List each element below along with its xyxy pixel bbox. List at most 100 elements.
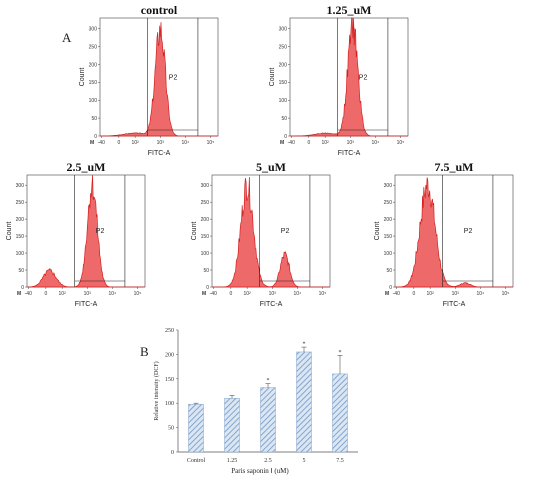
histogram-title: 2.5_uM [67, 160, 106, 174]
y-tick-label: 0 [94, 134, 97, 140]
significance-marker: * [303, 342, 306, 348]
gate-label: P2 [464, 228, 473, 235]
y-tick-label: 250 [201, 200, 210, 206]
corner-label: M [17, 291, 21, 297]
y-tick-label: 150 [384, 234, 393, 240]
y-tick-label: 0 [21, 285, 24, 291]
x-tick-label: 10³ [269, 291, 277, 297]
y-tick-label: 200 [165, 352, 174, 358]
y-tick-label: 150 [201, 234, 210, 240]
bar [260, 387, 276, 453]
y-axis-label: Count [6, 222, 13, 241]
corner-label: M [385, 291, 389, 297]
bar [296, 351, 312, 453]
x-axis-label: FITC-A [260, 301, 283, 308]
y-tick-label: 100 [201, 251, 210, 257]
y-tick-label: 100 [89, 98, 98, 104]
y-tick-label: 50 [203, 268, 209, 274]
x-tick-label: 10⁵ [134, 291, 142, 297]
y-tick-label: 150 [16, 234, 25, 240]
gate-label: P2 [169, 74, 178, 81]
x-tick-label: 10² [244, 291, 252, 297]
x-tick-label: 2.5 [264, 458, 272, 464]
x-tick-label: 10⁴ [372, 140, 380, 146]
x-tick-label: 10⁴ [294, 291, 302, 297]
y-axis-label: Count [269, 68, 276, 87]
x-tick-label: 10³ [347, 140, 355, 146]
x-axis-label: Paris saponin Ⅰ (uM) [231, 467, 289, 475]
x-tick-label: -40 [393, 291, 400, 297]
y-tick-label: 50 [386, 268, 392, 274]
histogram-title: 7.5_uM [435, 160, 474, 174]
x-tick-label: 0 [117, 140, 120, 146]
y-axis-label: Count [79, 68, 86, 87]
y-tick-label: 300 [201, 183, 210, 189]
y-tick-label: 300 [384, 183, 393, 189]
x-tick-label: 0 [229, 291, 232, 297]
x-tick-label: 10² [427, 291, 435, 297]
y-tick-label: 150 [89, 80, 98, 86]
x-tick-label: 0 [412, 291, 415, 297]
bar-chart: 0 50 100 150 200 250 Control 1.25 * 2.5 * 5 * 7.5 Pari… [153, 328, 358, 475]
bar [188, 403, 204, 453]
y-tick-label: 200 [279, 62, 288, 68]
y-tick-label: 200 [384, 217, 393, 223]
y-tick-label: 100 [16, 251, 25, 257]
y-tick-label: 200 [16, 217, 25, 223]
y-tick-label: 200 [201, 217, 210, 223]
y-tick-label: 250 [279, 44, 288, 50]
y-tick-label: 100 [165, 401, 174, 407]
x-axis-label: FITC-A [338, 150, 361, 157]
x-tick-label: 10² [132, 140, 140, 146]
bar [332, 373, 348, 453]
histogram-area [290, 17, 408, 137]
x-tick-label: -40 [210, 291, 217, 297]
y-tick-label: 300 [279, 27, 288, 33]
x-tick-label: 0 [307, 140, 310, 146]
y-tick-label: 0 [284, 134, 287, 140]
y-tick-label: 0 [171, 450, 174, 456]
y-tick-label: 200 [89, 62, 98, 68]
y-tick-label: 250 [384, 200, 393, 206]
y-tick-label: 100 [384, 251, 393, 257]
y-tick-label: 50 [18, 268, 24, 274]
x-tick-label: 10⁵ [319, 291, 327, 297]
x-tick-label: -40 [288, 140, 295, 146]
significance-marker: * [267, 378, 270, 384]
y-tick-label: 300 [89, 27, 98, 33]
x-tick-label: 10⁵ [207, 140, 215, 146]
histogram-area [212, 176, 330, 288]
histogram-area [27, 174, 145, 288]
panel-label-b: B [140, 344, 149, 359]
y-tick-label: 50 [168, 426, 174, 432]
x-axis-label: FITC-A [443, 301, 466, 308]
corner-label: M [280, 140, 284, 146]
x-axis-label: FITC-A [75, 301, 98, 308]
x-tick-label: 1.25 [227, 458, 238, 464]
gate-label: P2 [359, 74, 368, 81]
y-tick-label: 150 [165, 377, 174, 383]
x-tick-label: 10⁴ [109, 291, 117, 297]
y-tick-label: 250 [16, 200, 25, 206]
panel-label-a: A [62, 30, 72, 45]
x-tick-label: 10² [322, 140, 330, 146]
x-tick-label: -40 [98, 140, 105, 146]
x-tick-label: 10⁴ [477, 291, 485, 297]
plot-frame [394, 174, 514, 288]
histogram-title: 5_uM [256, 160, 286, 174]
corner-label: M [90, 140, 94, 146]
histogram-title: 1.25_uM [327, 3, 372, 17]
x-tick-label: 10³ [157, 140, 165, 146]
histogram-area [100, 22, 218, 137]
gate-label: P2 [96, 228, 105, 235]
x-tick-label: 10⁴ [182, 140, 190, 146]
y-axis-label: Count [191, 222, 198, 241]
x-tick-label: 10³ [452, 291, 460, 297]
histogram-area [395, 177, 513, 288]
x-tick-label: 7.5 [336, 458, 344, 464]
